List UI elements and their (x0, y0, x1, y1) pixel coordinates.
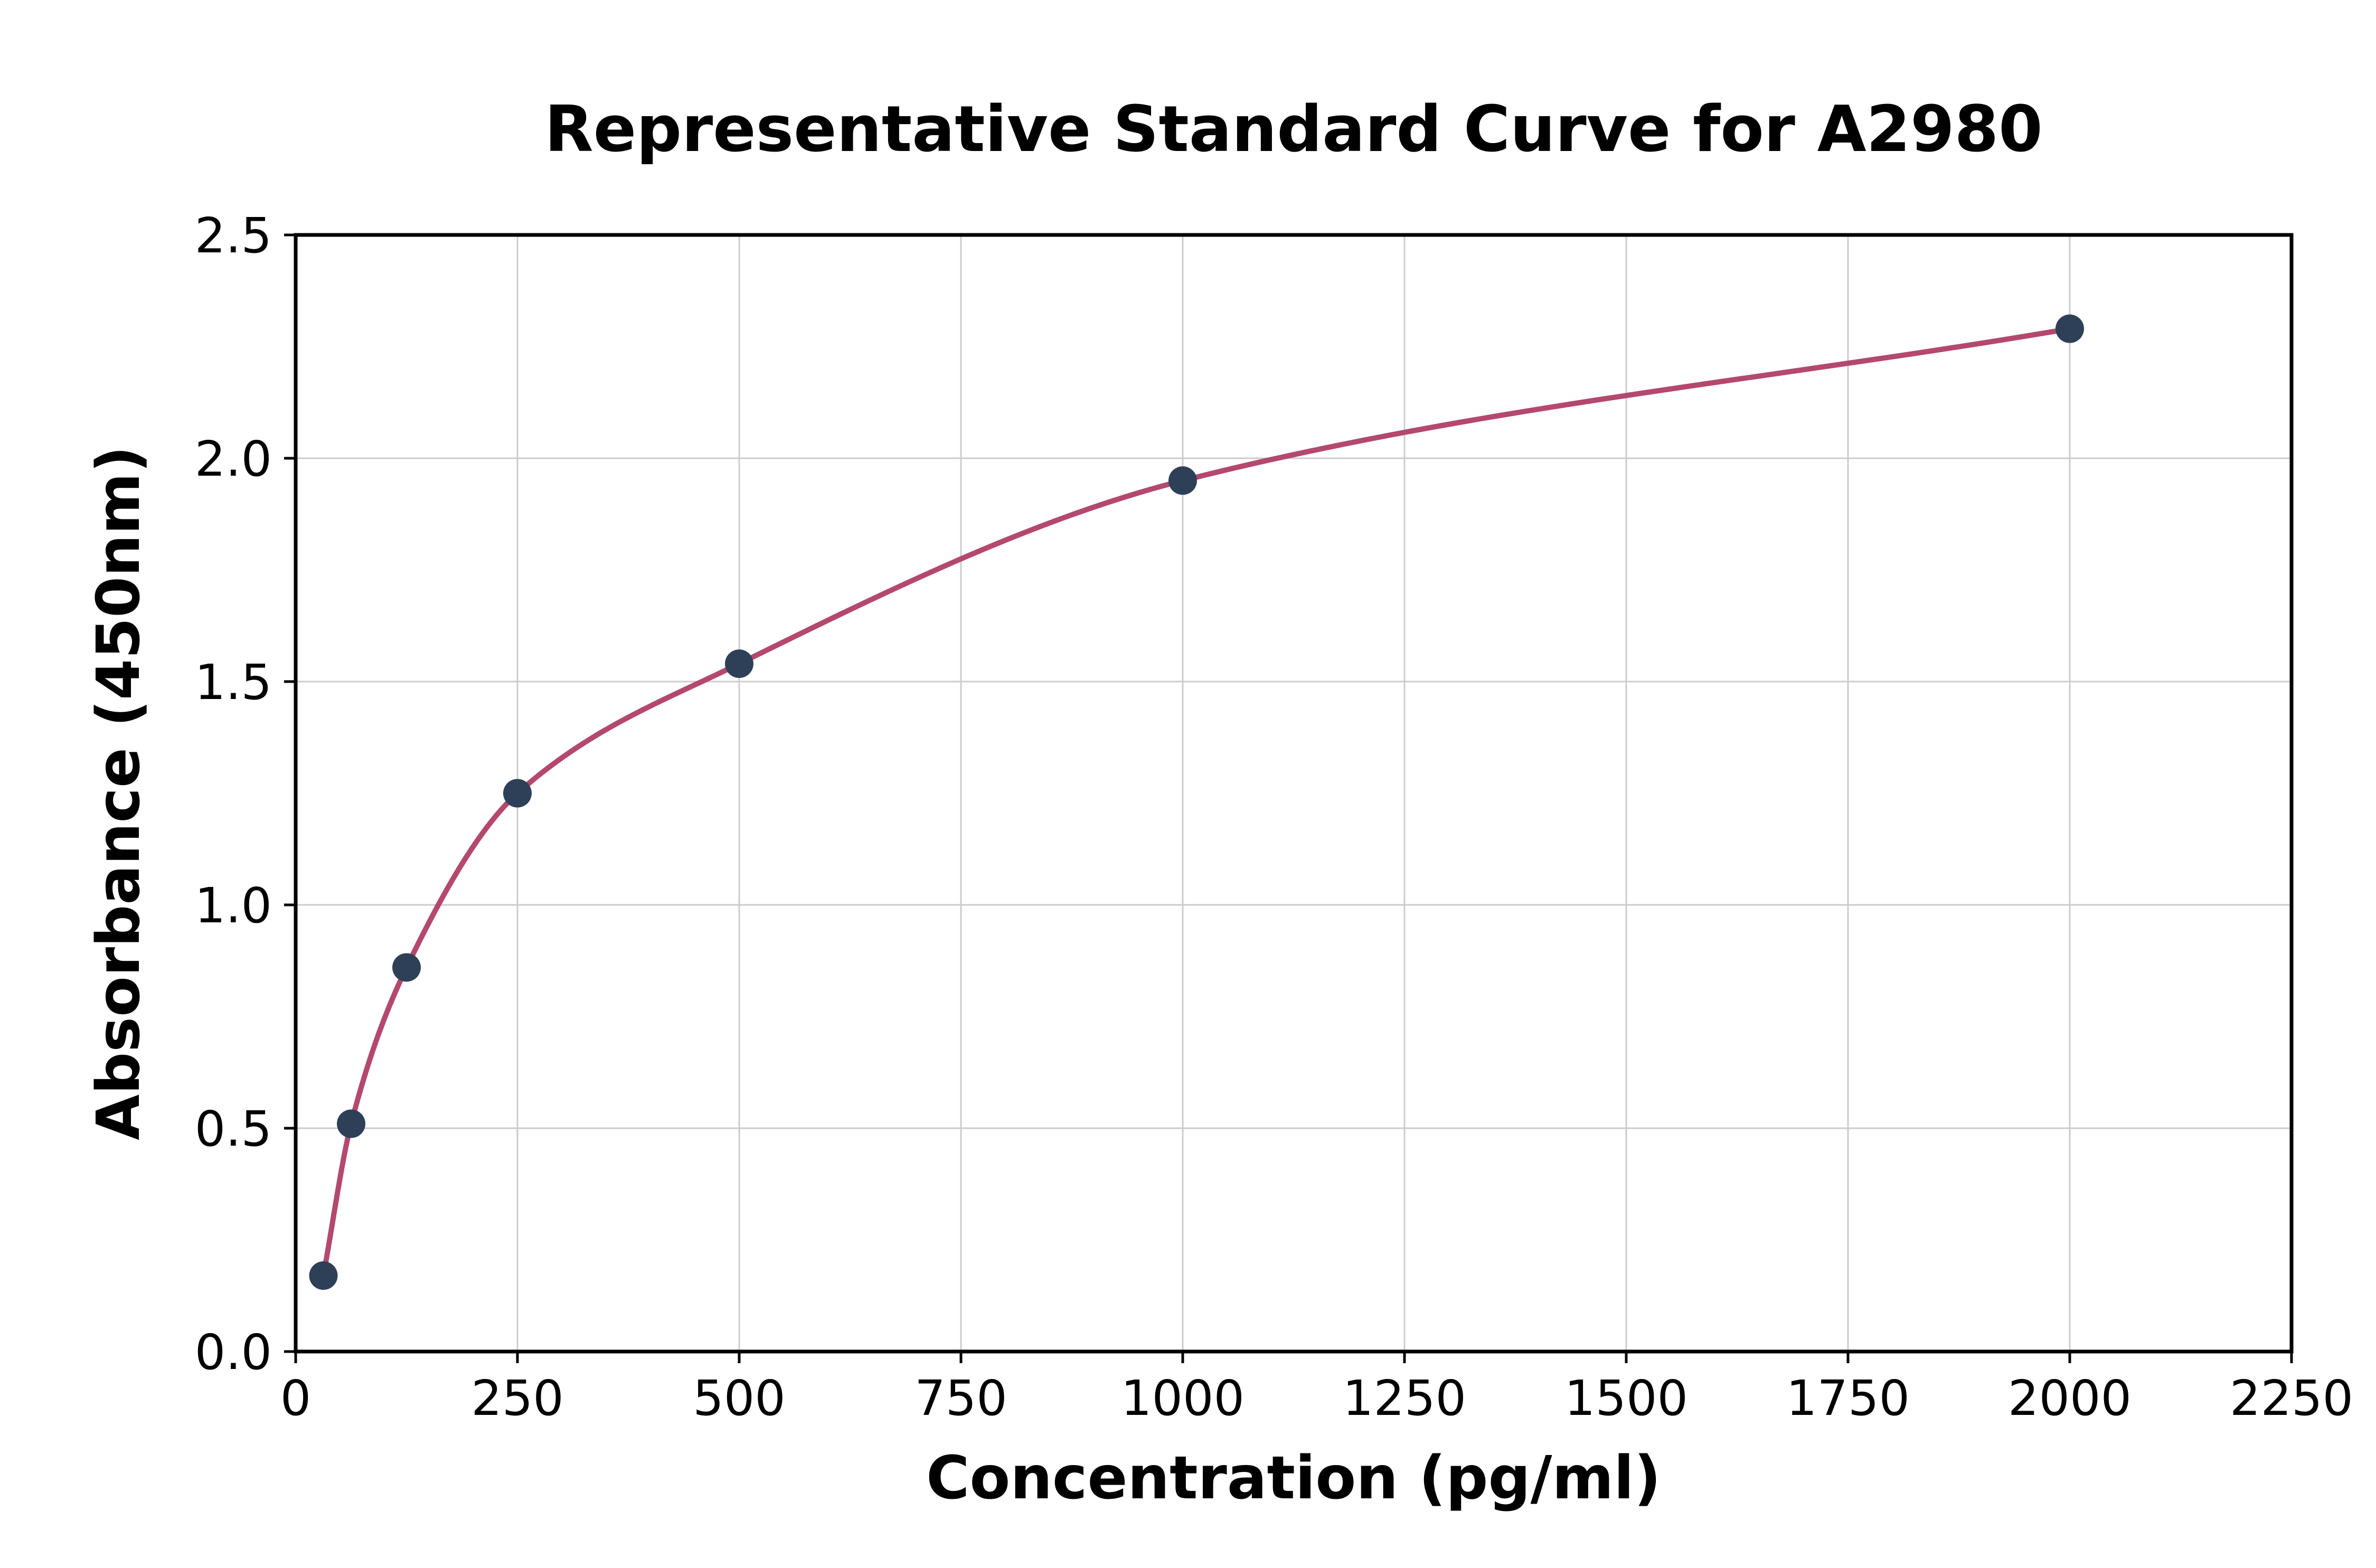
x-tick-label: 750 (914, 1370, 1007, 1427)
y-tick-label: 1.5 (195, 654, 272, 711)
data-point (309, 1261, 338, 1290)
data-point (503, 779, 532, 808)
x-tick-label: 1500 (1564, 1370, 1688, 1427)
chart-title: Representative Standard Curve for A2980 (544, 93, 2043, 166)
x-tick-label: 2000 (2008, 1370, 2132, 1427)
x-tick-label: 0 (280, 1370, 312, 1427)
y-tick-label: 2.5 (195, 207, 272, 264)
x-axis-label: Concentration (pg/ml) (926, 1444, 1661, 1513)
y-tick-label: 1.0 (195, 877, 272, 934)
data-point (725, 649, 753, 678)
plot-border (294, 233, 2294, 1354)
data-point (2056, 314, 2084, 343)
fit-curve (320, 326, 2072, 1279)
data-point (337, 1109, 365, 1138)
x-tick-label: 1000 (1121, 1370, 1244, 1427)
y-tick-label: 0.5 (195, 1101, 272, 1157)
x-tick-label: 1750 (1786, 1370, 1910, 1427)
x-tick-label: 1250 (1343, 1370, 1466, 1427)
x-tick-label: 250 (471, 1370, 564, 1427)
y-tick-label: 0.0 (195, 1324, 272, 1381)
data-point (1168, 466, 1197, 495)
x-tick-label: 500 (693, 1370, 786, 1427)
x-tick-label: 2250 (2230, 1370, 2353, 1427)
y-tick-label: 2.0 (195, 431, 272, 487)
data-point (392, 953, 421, 982)
